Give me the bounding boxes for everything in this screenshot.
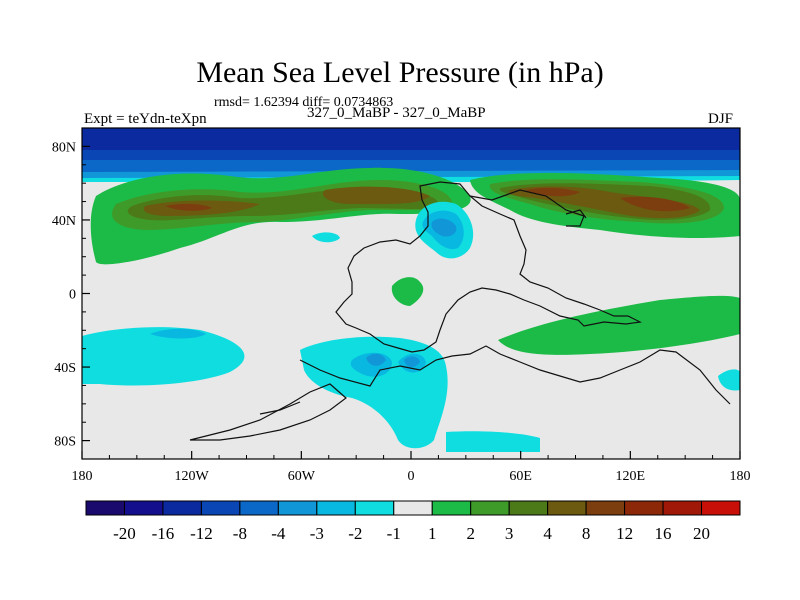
colorbar-label: -1 (387, 524, 401, 543)
europe-negative-3 (431, 218, 457, 237)
colorbar-label: -2 (348, 524, 362, 543)
south-atlantic-core-1 (366, 353, 386, 366)
southern-coastline (299, 345, 731, 405)
colorbar-label: 12 (616, 524, 633, 543)
south-america-coastline (189, 383, 347, 441)
colorbar-swatch (662, 500, 703, 516)
south-pacific-negative-2 (150, 328, 206, 339)
x-axis: 180 120W 60W 0 60E 120E 180 (72, 451, 751, 484)
colorbar: -20 -16 -12 -8 -4 -3 -2 -1 1 2 3 4 8 12 16 20 (85, 500, 741, 543)
colorbar-label: -3 (310, 524, 324, 543)
colorbar-swatch (547, 500, 587, 516)
colorbar-swatch (508, 500, 549, 516)
x-tick-label: 120E (616, 469, 646, 484)
colorbar-label: -20 (113, 524, 136, 543)
x-tick-label: 0 (408, 469, 415, 484)
colorbar-swatch (393, 500, 433, 516)
x-tick-label: 180 (72, 469, 93, 484)
colorbar-label: 20 (693, 524, 710, 543)
atlantic-negative-patch (312, 232, 340, 243)
x-tick-label: 120W (175, 469, 210, 484)
east-south-negative (718, 369, 740, 391)
colorbar-label: -8 (233, 524, 247, 543)
asia-detail (565, 209, 587, 219)
west-core-2 (322, 186, 430, 205)
colorbar-swatch (624, 500, 664, 516)
continent-coastline (335, 181, 642, 353)
eurasia-coastline (469, 189, 585, 227)
colorbar-swatch (277, 500, 318, 516)
colorbar-label: 3 (505, 524, 514, 543)
colorbar-swatch (316, 500, 356, 516)
east-core-3 (620, 196, 690, 212)
colorbar-swatch (585, 500, 626, 516)
colorbar-swatch (123, 500, 164, 516)
coastlines (189, 181, 731, 441)
south-pacific-negative (82, 327, 245, 386)
colorbar-swatch (85, 500, 125, 516)
colorbar-swatch (200, 500, 241, 516)
colorbar-label: -16 (152, 524, 175, 543)
y-tick-label: 40N (52, 214, 76, 229)
colorbar-swatch (431, 500, 472, 516)
colorbar-swatch (470, 500, 510, 516)
colorbar-label: 1 (428, 524, 437, 543)
colorbar-swatch (239, 500, 279, 516)
colorbar-label: 2 (466, 524, 475, 543)
x-tick-label: 180 (730, 469, 751, 484)
colorbar-label: -12 (190, 524, 213, 543)
season-label: DJF (708, 111, 734, 127)
run-difference-label: 327_0_MaBP - 327_0_MaBP (307, 105, 486, 121)
north-band-edge (82, 160, 740, 173)
y-tick-label: 0 (69, 288, 76, 303)
y-tick-label: 80S (54, 435, 76, 450)
north-band-mid (82, 150, 740, 160)
equator-positive-patch (391, 277, 424, 306)
map-title: Mean Sea Level Pressure (in hPa) (196, 56, 604, 89)
colorbar-label: 4 (543, 524, 552, 543)
map-field (82, 128, 740, 459)
colorbar-swatch (701, 500, 741, 516)
experiment-label: Expt = teYdn-teXpn (84, 111, 207, 127)
east-core-2 (525, 187, 580, 197)
south-atlantic-core-2 (404, 356, 420, 368)
y-axis: 80N 40N 0 40S 80S (52, 140, 90, 450)
indian-positive-band (498, 295, 740, 355)
colorbar-label: 16 (655, 524, 672, 543)
y-tick-label: 80N (52, 140, 76, 155)
x-tick-label: 60E (509, 469, 532, 484)
colorbar-label: 8 (582, 524, 591, 543)
stats-subtitle: rmsd= 1.62394 diff= 0.0734863 (214, 95, 394, 110)
colorbar-swatch (354, 500, 395, 516)
colorbar-swatch (162, 500, 202, 516)
colorbar-label: -4 (271, 524, 286, 543)
x-tick-label: 60W (288, 469, 316, 484)
southern-ocean-negative (446, 431, 540, 452)
south-detail-1 (259, 401, 301, 415)
y-tick-label: 40S (54, 361, 76, 376)
west-core-3 (165, 203, 212, 211)
